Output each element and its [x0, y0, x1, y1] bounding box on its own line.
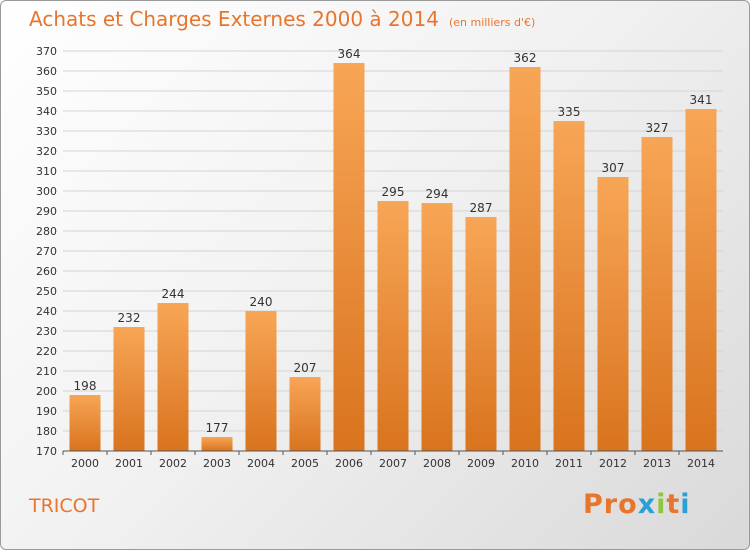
chart-subtitle: (en milliers d'€) — [448, 16, 536, 29]
data-labels: 198 232 244 177 240 207 364 295 294 287 362 335 307 3… — [74, 47, 713, 435]
x-tick-label: 2010 — [511, 457, 539, 470]
data-label: 232 — [118, 311, 141, 325]
x-tick-label: 2000 — [71, 457, 99, 470]
y-tick-label: 210 — [36, 365, 57, 378]
x-tick-label: 2011 — [555, 457, 583, 470]
y-tick-label: 290 — [36, 205, 57, 218]
bar-2001 — [113, 327, 145, 451]
logo-letter: o — [618, 489, 638, 520]
y-tick-label: 350 — [36, 85, 57, 98]
logo-letter: i — [680, 489, 691, 520]
x-tick-label: 2012 — [599, 457, 627, 470]
y-tick-label: 340 — [36, 105, 57, 118]
bar-2008 — [421, 203, 453, 451]
bar-2012 — [597, 177, 629, 451]
logo-letter: x — [637, 489, 657, 520]
y-tick-label: 250 — [36, 285, 57, 298]
data-label: 364 — [338, 47, 361, 61]
data-label: 295 — [382, 185, 405, 199]
data-label: 335 — [558, 105, 581, 119]
x-tick-label: 2001 — [115, 457, 143, 470]
x-tick-label: 2004 — [247, 457, 275, 470]
commune-name: TRICOT — [29, 495, 100, 517]
y-tick-label: 230 — [36, 325, 57, 338]
x-axis-ticks: 2000 2001 2002 2003 2004 2005 2006 2007 2008 2009… — [62, 451, 715, 470]
x-tick-label: 2003 — [203, 457, 231, 470]
chart-title: Achats et Charges Externes 2000 à 2014 (e… — [29, 7, 535, 31]
bar-2003 — [201, 437, 233, 451]
y-tick-label: 270 — [36, 245, 57, 258]
data-label: 287 — [470, 201, 493, 215]
y-tick-label: 300 — [36, 185, 57, 198]
title-text: Achats et Charges Externes 2000 à 2014 — [29, 7, 439, 31]
data-label: 362 — [514, 51, 537, 65]
logo-letter: i — [656, 489, 667, 520]
x-tick-label: 2007 — [379, 457, 407, 470]
bar-2010 — [509, 67, 541, 451]
data-label: 307 — [602, 161, 625, 175]
x-tick-label: 2005 — [291, 457, 319, 470]
y-tick-label: 180 — [36, 425, 57, 438]
x-tick-label: 2014 — [687, 457, 715, 470]
bar-2005 — [289, 377, 321, 451]
bar-2006 — [333, 63, 365, 451]
data-label: 177 — [206, 421, 229, 435]
bar-2014 — [685, 109, 717, 451]
y-tick-label: 190 — [36, 405, 57, 418]
y-tick-label: 220 — [36, 345, 57, 358]
proxiti-logo: Proxiti — [583, 489, 691, 520]
bar-2004 — [245, 311, 277, 451]
y-tick-label: 360 — [36, 65, 57, 78]
y-axis-ticks: 170 180 190 200 210 220 230 240 250 260 270 280 290 3… — [36, 45, 57, 458]
data-label: 198 — [74, 379, 97, 393]
x-tick-label: 2008 — [423, 457, 451, 470]
y-tick-label: 170 — [36, 445, 57, 458]
x-tick-label: 2009 — [467, 457, 495, 470]
y-tick-label: 370 — [36, 45, 57, 58]
x-tick-label: 2013 — [643, 457, 671, 470]
y-tick-label: 240 — [36, 305, 57, 318]
data-label: 207 — [294, 361, 317, 375]
data-label: 240 — [250, 295, 273, 309]
x-tick-label: 2002 — [159, 457, 187, 470]
y-tick-label: 260 — [36, 265, 57, 278]
bar-2009 — [465, 217, 497, 451]
data-label: 294 — [426, 187, 449, 201]
data-label: 244 — [162, 287, 185, 301]
bar-2011 — [553, 121, 585, 451]
logo-letter: r — [603, 489, 619, 520]
x-tick-label: 2006 — [335, 457, 363, 470]
y-tick-label: 280 — [36, 225, 57, 238]
data-label: 341 — [690, 93, 713, 107]
logo-letter: P — [583, 489, 604, 520]
bar-2002 — [157, 303, 189, 451]
bar-2000 — [69, 395, 101, 451]
bars — [69, 63, 717, 451]
y-tick-label: 330 — [36, 125, 57, 138]
y-tick-label: 320 — [36, 145, 57, 158]
y-tick-label: 310 — [36, 165, 57, 178]
bar-2013 — [641, 137, 673, 451]
bar-2007 — [377, 201, 409, 451]
y-tick-label: 200 — [36, 385, 57, 398]
data-label: 327 — [646, 121, 669, 135]
logo-letter: t — [666, 489, 681, 520]
